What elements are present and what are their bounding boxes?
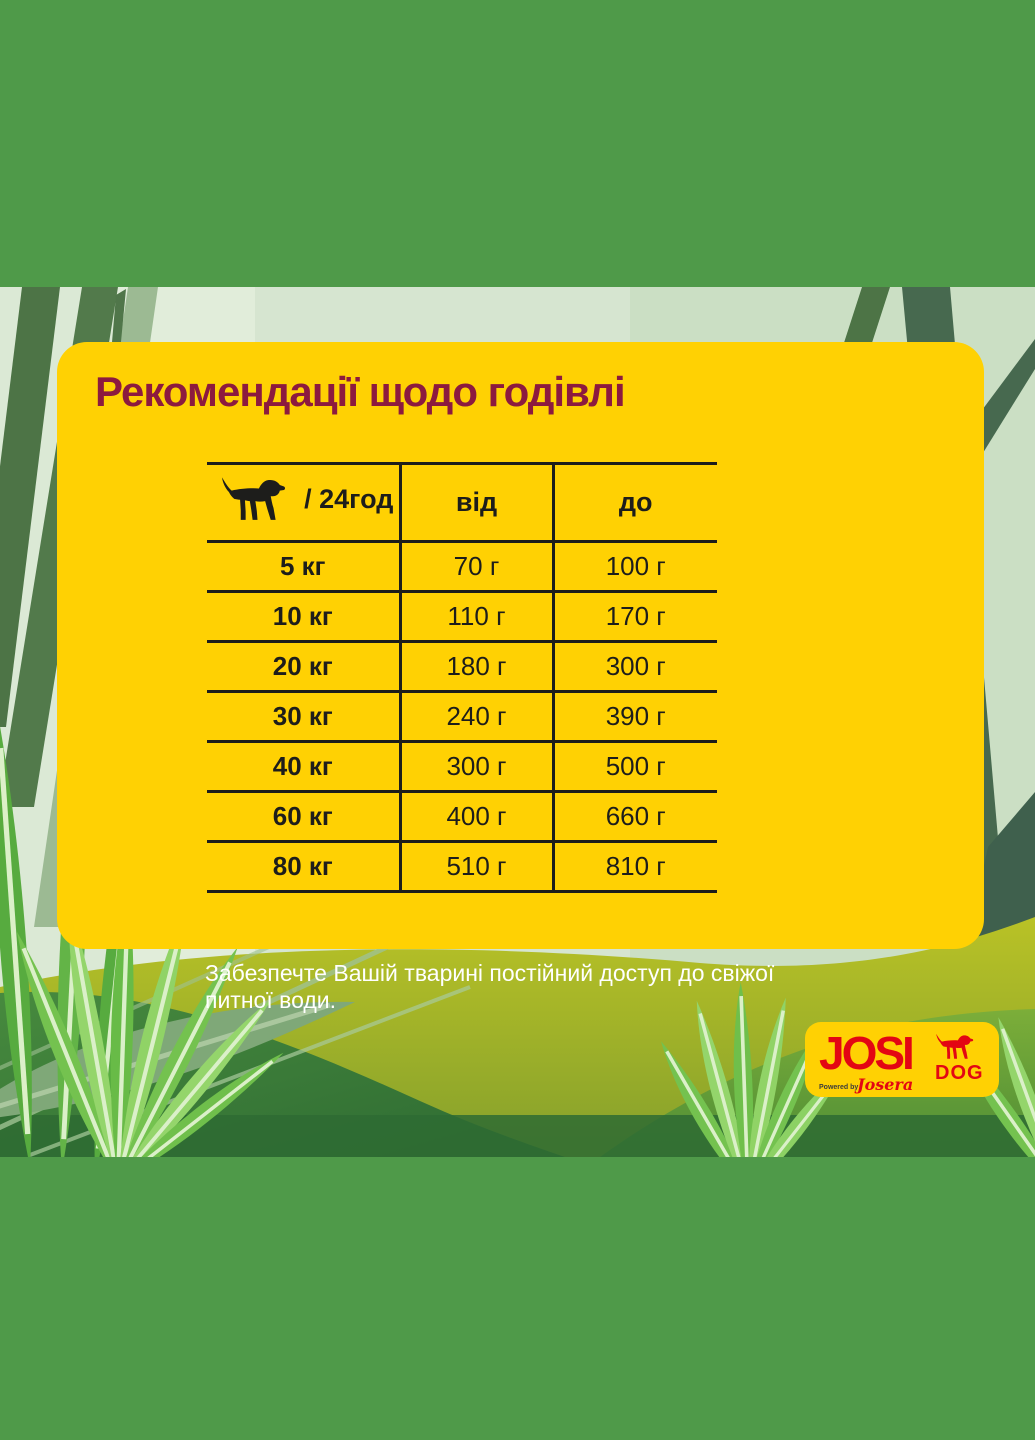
table-row: 30 кг 240 г 390 г — [207, 691, 717, 742]
water-note: Забезпечте Вашій тварині постійний досту… — [205, 960, 775, 1013]
dog-icon — [222, 477, 286, 520]
table-row: 80 кг 510 г 810 г — [207, 841, 717, 892]
logo-company-text: Josera — [857, 1075, 914, 1094]
logo-powered-by-text: Powered by — [819, 1084, 859, 1091]
table-header-from: від — [398, 463, 553, 542]
table-row: 10 кг 110 г 170 г — [207, 591, 717, 642]
table-row: 60 кг 400 г 660 г — [207, 791, 717, 842]
page-title: Рекомендації щодо годівлі — [95, 368, 626, 415]
feeding-table: / 24год від до 5 кг 70 г 100 г 10 кг 110… — [207, 462, 717, 893]
table-row: 40 кг 300 г 500 г — [207, 741, 717, 792]
logo-sub-brand-text: DOG — [935, 1062, 984, 1084]
table-header-to: до — [551, 463, 717, 542]
table-row: 20 кг 180 г 300 г — [207, 641, 717, 692]
logo-brand-text: JOSI — [819, 1027, 915, 1079]
josidog-logo: JOSI DOG Powered by Josera — [805, 1022, 999, 1097]
table-row: 5 кг 70 г 100 г — [207, 541, 717, 592]
table-header-row: / 24год від до — [207, 463, 717, 542]
logo-dog-icon — [936, 1033, 974, 1059]
table-header-unit: / 24год — [304, 483, 394, 514]
feeding-card: Рекомендації щодо годівлі / 24год від до — [57, 342, 984, 949]
